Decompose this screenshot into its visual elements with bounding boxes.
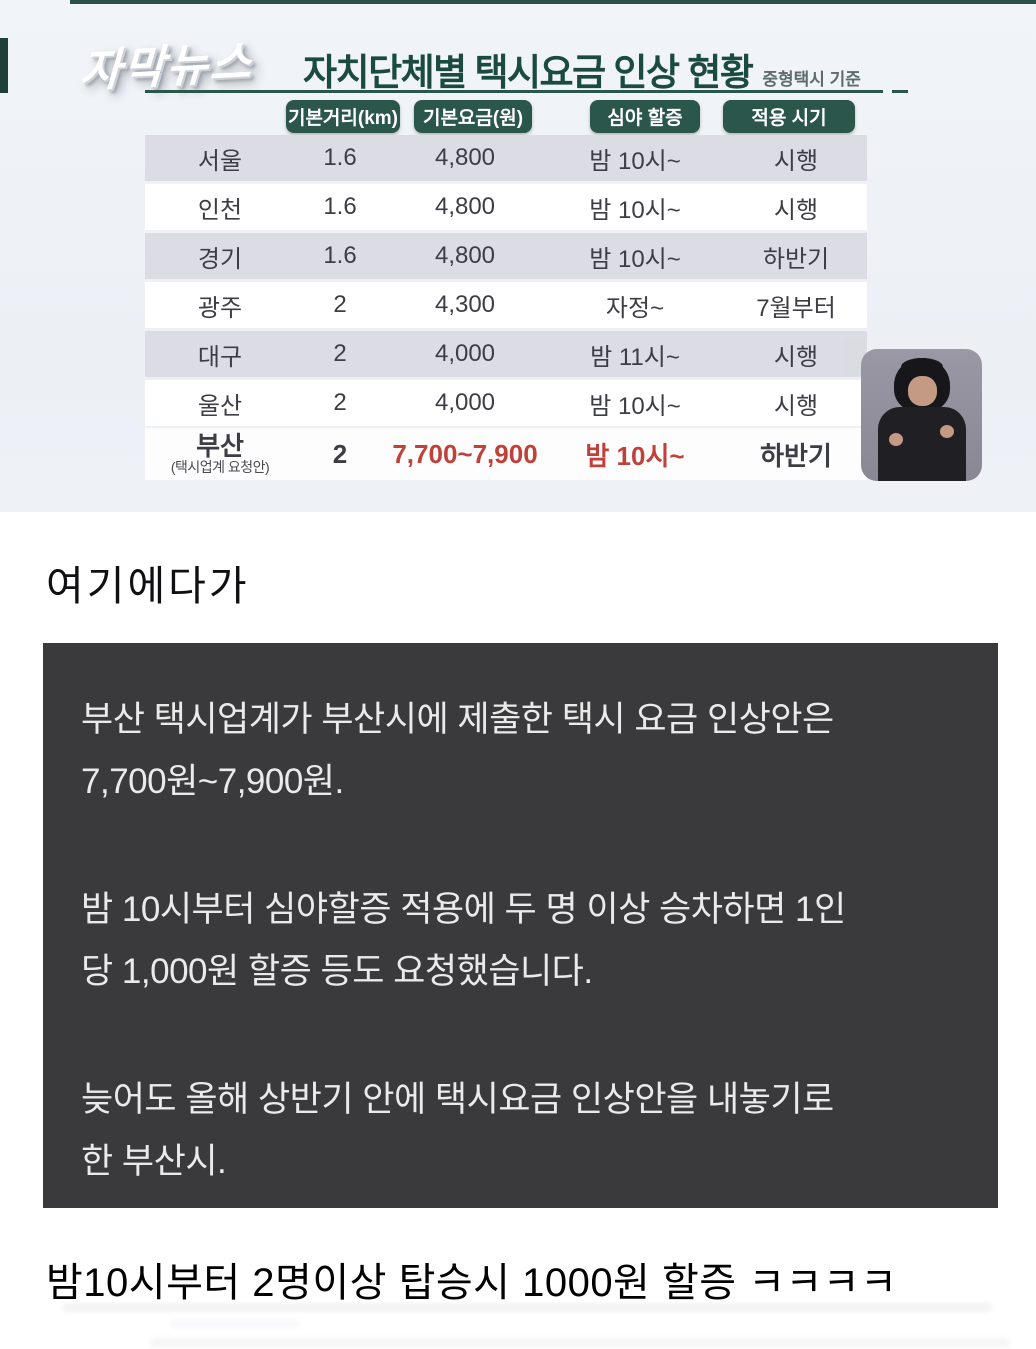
interpreter-left-hand	[889, 433, 903, 446]
sign-language-interpreter	[861, 349, 982, 481]
table-row-ulsan: 울산 2 4,000 밤 10시~ 시행	[145, 380, 867, 426]
column-header-night-surcharge: 심야 할증	[590, 100, 700, 133]
region-note: (택시업계 요청안)	[170, 459, 270, 476]
region-name: 부산	[196, 431, 244, 461]
faded-text-artifact	[150, 1338, 1010, 1348]
cell-surcharge: 자정~	[605, 294, 665, 322]
cell-distance: 1.6	[323, 193, 357, 220]
faded-text-artifact	[62, 1303, 992, 1312]
cell-distance: 1.6	[323, 144, 357, 171]
cell-region: 부산 (택시업계 요청안)	[145, 431, 295, 476]
cell-fare: 4,800	[434, 144, 496, 171]
cell-timing: 시행	[773, 392, 819, 420]
cell-surcharge: 밤 10시~	[589, 196, 681, 224]
cell-region: 대구	[197, 343, 243, 371]
news-subtitle: 중형택시 기준	[762, 70, 861, 89]
cell-region: 울산	[197, 392, 243, 420]
post-comment-text: 밤10시부터 2명이상 탑승시 1000원 할증 ㅋㅋㅋㅋ	[46, 1261, 898, 1305]
table-row-gyeonggi: 경기 1.6 4,800 밤 10시~ 하반기	[145, 233, 867, 279]
news-title: 자치단체별 택시요금 인상 현황	[303, 52, 754, 93]
cell-region: 경기	[197, 245, 243, 273]
column-header-apply-timing: 적용 시기	[723, 100, 855, 133]
news-logo: 자막뉴스	[78, 36, 255, 97]
cell-surcharge: 밤 11시~	[590, 343, 680, 371]
cell-timing: 7월부터	[756, 294, 836, 322]
cell-region: 광주	[197, 294, 243, 322]
cell-timing: 하반기	[760, 440, 832, 471]
column-header-base-distance: 기본거리(km)	[286, 100, 400, 133]
cell-distance: 1.6	[323, 242, 357, 269]
news-top-strip	[70, 0, 1036, 4]
news-quote-box: 부산 택시업계가 부산시에 제출한 택시 요금 인상안은 7,700원~7,90…	[43, 643, 998, 1208]
interpreter-right-hand	[940, 425, 954, 438]
column-header-base-fare: 기본요금(원)	[414, 100, 532, 133]
cell-distance: 2	[332, 438, 348, 469]
interpreter-face	[908, 376, 937, 406]
news-header: 자치단체별 택시요금 인상 현황 중형택시 기준	[303, 42, 861, 96]
cell-surcharge: 밤 10시~	[585, 440, 685, 471]
cell-surcharge: 밤 10시~	[589, 392, 681, 420]
cell-fare: 4,800	[434, 242, 496, 269]
cell-timing: 시행	[773, 147, 819, 175]
cell-timing: 시행	[773, 196, 819, 224]
quote-paragraph-1: 부산 택시업계가 부산시에 제출한 택시 요금 인상안은 7,700원~7,90…	[81, 700, 834, 801]
cell-distance: 2	[333, 340, 347, 367]
cell-surcharge: 밤 10시~	[589, 147, 681, 175]
cell-timing: 하반기	[762, 245, 830, 273]
table-row-daegu: 대구 2 4,000 밤 11시~ 시행	[145, 331, 867, 377]
cell-region: 서울	[197, 147, 243, 175]
title-underline	[145, 90, 883, 93]
cell-distance: 2	[333, 291, 347, 318]
faded-text-artifact	[170, 1320, 300, 1328]
cell-fare: 4,000	[434, 389, 496, 416]
interpreter-fringe	[901, 358, 943, 376]
quote-paragraph-3: 늦어도 올해 상반기 안에 택시요금 인상안을 내놓기로 한 부산시.	[81, 1080, 834, 1181]
cell-fare: 7,700~7,900	[392, 438, 538, 469]
table-row-seoul: 서울 1.6 4,800 밤 10시~ 시행	[145, 135, 867, 181]
post-intro-text: 여기에다가	[46, 563, 250, 609]
cell-surcharge: 밤 10시~	[589, 245, 681, 273]
cell-timing: 시행	[773, 343, 819, 371]
cell-region: 인천	[197, 196, 243, 224]
cell-distance: 2	[333, 389, 347, 416]
table-row-gwangju: 광주 2 4,300 자정~ 7월부터	[145, 282, 867, 328]
table-row-busan: 부산 (택시업계 요청안) 2 7,700~7,900 밤 10시~ 하반기	[145, 428, 867, 480]
news-screenshot[interactable]: 자막뉴스 자치단체별 택시요금 인상 현황 중형택시 기준 기본거리(km) 기본…	[0, 0, 1036, 512]
cell-fare: 4,000	[434, 340, 496, 367]
news-left-edge-artifact	[0, 38, 8, 93]
title-underline-dash	[892, 90, 908, 93]
table-row-incheon: 인천 1.6 4,800 밤 10시~ 시행	[145, 184, 867, 230]
quote-paragraph-2: 밤 10시부터 심야할증 적용에 두 명 이상 승차하면 1인 당 1,000원…	[81, 890, 846, 991]
cell-fare: 4,300	[434, 291, 496, 318]
cell-fare: 4,800	[434, 193, 496, 220]
